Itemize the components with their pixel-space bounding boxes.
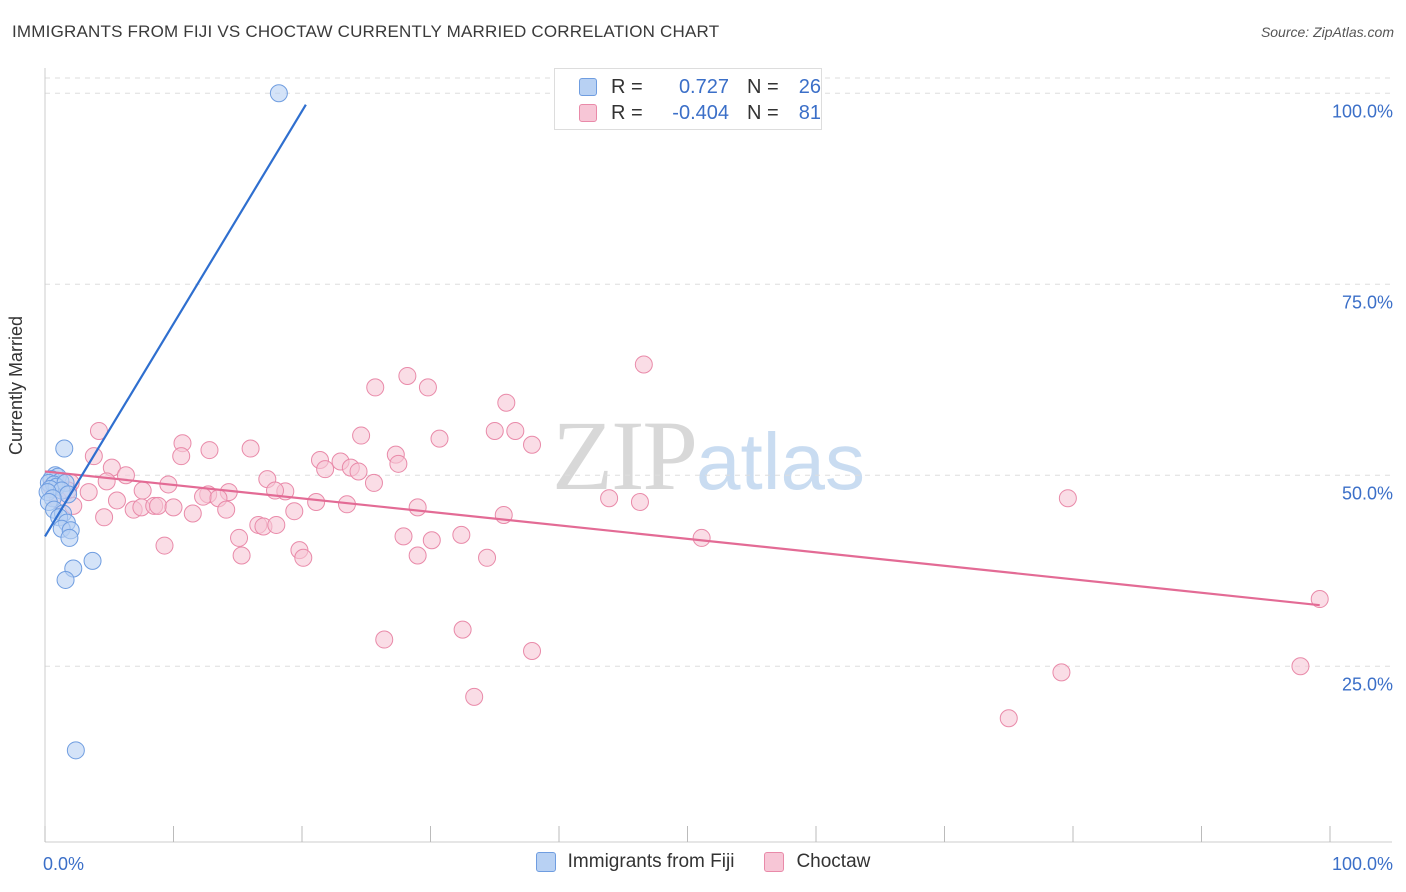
- point-choctaw: [149, 496, 168, 515]
- legend-r-label: R =: [611, 75, 643, 98]
- point-choctaw: [172, 447, 191, 466]
- point-choctaw: [630, 493, 649, 512]
- point-choctaw: [232, 546, 251, 565]
- point-choctaw: [478, 548, 497, 567]
- series-label-choctaw: Choctaw: [796, 851, 871, 872]
- point-choctaw: [285, 502, 304, 521]
- y-axis-label: Currently Married: [6, 315, 26, 455]
- point-choctaw: [465, 687, 484, 706]
- watermark-zip: ZIP: [552, 400, 698, 511]
- point-choctaw: [634, 355, 653, 374]
- series-legend-choctaw[interactable]: Choctaw: [764, 851, 870, 873]
- point-choctaw: [349, 462, 368, 481]
- watermark-atlas: atlas: [696, 417, 865, 506]
- point-choctaw: [1291, 657, 1310, 676]
- x-tick-label: 0.0%: [43, 854, 84, 874]
- point-choctaw: [217, 500, 236, 519]
- point-choctaw: [352, 426, 371, 445]
- trend-line-fiji: [44, 104, 307, 537]
- point-fiji: [56, 570, 75, 589]
- point-choctaw: [375, 630, 394, 649]
- y-tick-label: 25.0%: [1342, 674, 1393, 694]
- point-choctaw: [485, 421, 504, 440]
- legend-swatch-fiji: [579, 78, 597, 96]
- point-choctaw: [389, 454, 408, 473]
- chart-title: IMMIGRANTS FROM FIJI VS CHOCTAW CURRENTL…: [12, 22, 720, 41]
- point-choctaw: [307, 493, 326, 512]
- point-choctaw: [95, 508, 114, 527]
- point-choctaw: [523, 435, 542, 454]
- point-choctaw: [79, 483, 98, 502]
- point-fiji: [269, 84, 288, 103]
- point-choctaw: [366, 378, 385, 397]
- point-choctaw: [1058, 489, 1077, 508]
- point-choctaw: [267, 515, 286, 534]
- point-choctaw: [430, 429, 449, 448]
- legend-n-value: 26: [798, 75, 821, 98]
- point-choctaw: [133, 481, 152, 500]
- point-choctaw: [241, 439, 260, 458]
- legend-r-label: R =: [611, 101, 643, 124]
- point-choctaw: [408, 498, 427, 517]
- point-fiji: [66, 741, 85, 760]
- point-choctaw: [394, 527, 413, 546]
- point-choctaw: [506, 421, 525, 440]
- legend-row-fiji: R = 0.727 N = 26: [579, 75, 821, 99]
- y-tick-label: 75.0%: [1342, 292, 1393, 312]
- point-choctaw: [453, 620, 472, 639]
- point-choctaw: [422, 531, 441, 550]
- point-choctaw: [452, 525, 471, 544]
- legend-n-label: N =: [747, 101, 779, 124]
- point-choctaw: [497, 393, 516, 412]
- correlation-legend: R = 0.727 N = 26 R = -0.404 N = 81: [554, 68, 822, 130]
- point-choctaw: [600, 489, 619, 508]
- point-choctaw: [294, 548, 313, 567]
- legend-r-value: 0.727: [678, 75, 729, 98]
- watermark: ZIPatlas: [552, 398, 865, 513]
- point-choctaw: [194, 487, 213, 506]
- x-tick-label: 100.0%: [1332, 854, 1393, 874]
- point-fiji: [55, 439, 74, 458]
- point-choctaw: [316, 460, 335, 479]
- legend-n-label: N =: [747, 75, 779, 98]
- point-choctaw: [999, 709, 1018, 728]
- point-choctaw: [1310, 590, 1329, 609]
- point-fiji: [83, 551, 102, 570]
- point-choctaw: [398, 366, 417, 385]
- source-credit: Source: ZipAtlas.com: [1260, 24, 1394, 40]
- y-tick-label: 100.0%: [1332, 101, 1393, 121]
- point-fiji: [60, 528, 79, 547]
- point-choctaw: [97, 472, 116, 491]
- point-choctaw: [418, 378, 437, 397]
- series-swatch-fiji: [535, 852, 556, 872]
- point-choctaw: [523, 642, 542, 660]
- point-choctaw: [1052, 663, 1071, 682]
- legend-n-value: 81: [798, 101, 821, 124]
- legend-r-value: -0.404: [672, 101, 729, 124]
- series-legend: Immigrants from Fiji Choctaw: [0, 851, 1406, 873]
- point-choctaw: [364, 473, 383, 492]
- point-choctaw: [408, 546, 427, 565]
- point-choctaw: [230, 528, 249, 547]
- point-choctaw: [155, 536, 174, 555]
- series-label-fiji: Immigrants from Fiji: [567, 851, 735, 872]
- legend-row-choctaw: R = -0.404 N = 81: [579, 101, 821, 125]
- trend-line-choctaw: [44, 470, 1320, 607]
- series-swatch-choctaw: [764, 852, 785, 872]
- point-choctaw: [692, 528, 711, 547]
- legend-swatch-choctaw: [579, 104, 597, 122]
- point-choctaw: [107, 491, 126, 510]
- point-choctaw: [183, 504, 202, 523]
- series-legend-fiji[interactable]: Immigrants from Fiji: [535, 851, 735, 873]
- point-choctaw: [200, 441, 219, 460]
- y-tick-label: 50.0%: [1342, 483, 1393, 503]
- point-choctaw: [164, 498, 183, 517]
